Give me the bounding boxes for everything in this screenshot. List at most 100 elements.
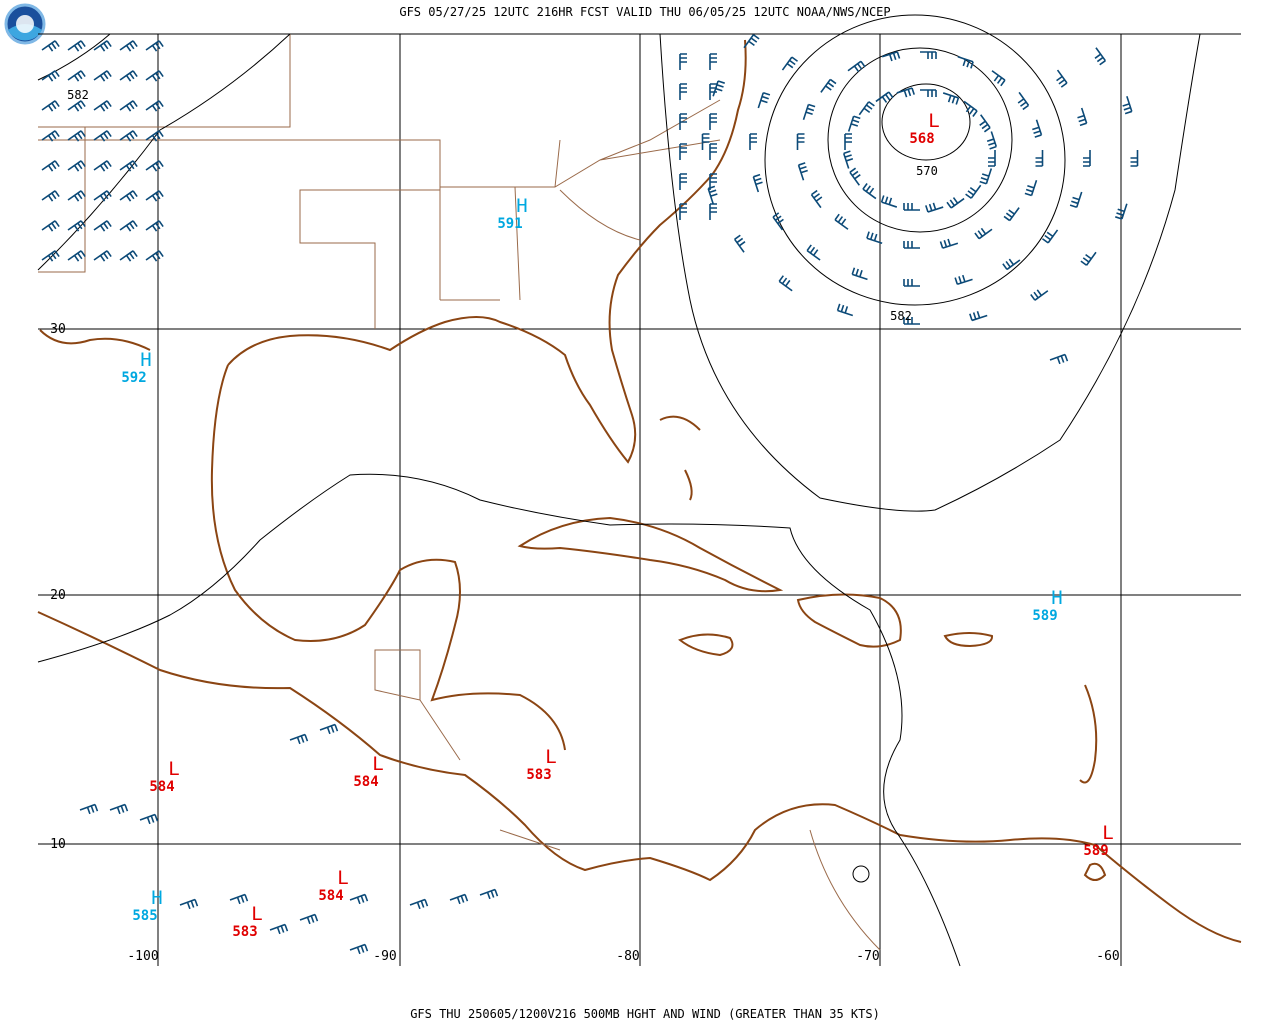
wind-barb	[145, 160, 164, 172]
center-value: 591	[497, 216, 522, 232]
wind-barb	[903, 317, 920, 325]
center-symbol: L	[928, 110, 939, 132]
wind-barb	[844, 133, 852, 150]
wind-barb	[1115, 203, 1128, 220]
longitude-label: -100	[127, 949, 158, 964]
wind-barb	[289, 733, 309, 745]
center-symbol: L	[168, 758, 179, 780]
wind-barb	[988, 150, 996, 167]
wind-barb	[479, 888, 499, 900]
wind-barb	[1003, 207, 1020, 222]
wind-barb	[1083, 150, 1091, 167]
wind-barb	[299, 913, 319, 925]
wind-barb	[1024, 180, 1038, 197]
wind-barb	[881, 51, 901, 62]
contour-label: 582	[890, 309, 912, 323]
latitude-label: 30	[50, 322, 66, 337]
map-footer: GFS THU 250605/1200V216 500MB HGHT AND W…	[410, 1007, 880, 1021]
wind-barb	[679, 203, 687, 220]
center-value: 568	[909, 131, 934, 147]
wind-barb	[1094, 47, 1107, 66]
labels: -100 -90 -80 -70 -60302010H591H592L568H589L5…	[50, 88, 1120, 964]
wind-barb	[679, 143, 687, 160]
wind-barb	[701, 133, 710, 150]
wind-barb	[834, 213, 849, 230]
wind-barb	[709, 143, 717, 160]
wind-barb	[778, 275, 793, 292]
wind-barb	[709, 113, 717, 130]
center-symbol: H	[140, 349, 151, 371]
wind-barb	[349, 943, 369, 955]
wind-barb	[1030, 289, 1049, 301]
grid	[38, 33, 1241, 966]
center-value: 592	[121, 370, 146, 386]
wind-barb	[875, 91, 894, 103]
wind-barb	[41, 220, 60, 232]
wind-barb	[979, 168, 993, 185]
wind-barb	[93, 160, 112, 172]
wind-barb	[349, 893, 369, 905]
wind-barb	[41, 160, 60, 172]
wind-barb	[41, 190, 60, 202]
wind-barb	[709, 173, 717, 190]
wind-barb	[93, 220, 112, 232]
wind-barb	[866, 231, 883, 244]
wind-barb	[749, 133, 757, 150]
center-symbol: H	[151, 887, 162, 909]
wind-barb	[797, 162, 808, 181]
wind-barb	[1069, 191, 1083, 209]
center-value: 589	[1032, 608, 1057, 624]
wind-barb	[847, 60, 866, 73]
center-value: 583	[232, 924, 257, 940]
wind-barb	[93, 190, 112, 202]
wind-barb	[752, 173, 763, 193]
center-symbol: H	[516, 195, 527, 217]
wind-barb	[269, 923, 289, 935]
wind-barb	[139, 813, 159, 825]
wind-barb	[903, 241, 920, 249]
wind-barb	[743, 34, 760, 49]
wind-barb	[1122, 95, 1133, 115]
wind-barb	[179, 898, 199, 910]
longitude-label: -70	[856, 949, 879, 964]
latitude-label: 20	[50, 588, 66, 603]
wind-barb	[969, 311, 988, 322]
center-value: 584	[318, 888, 343, 904]
wind-barb	[772, 212, 784, 231]
wind-barb	[679, 83, 687, 100]
center-symbol: L	[545, 746, 556, 768]
wind-barb	[679, 113, 687, 130]
center-symbol: L	[1102, 822, 1113, 844]
wind-barb	[896, 87, 915, 98]
wind-barb	[974, 227, 993, 240]
wind-barb	[903, 203, 920, 211]
wind-barb	[41, 250, 60, 262]
wind-barb	[1041, 229, 1059, 244]
longitude-label: -90	[373, 949, 396, 964]
wind-barb	[954, 274, 973, 286]
wind-barb	[1080, 251, 1097, 266]
wind-barb	[942, 92, 960, 105]
wind-barb	[229, 893, 249, 905]
wind-barb	[145, 130, 164, 142]
wind-barb	[1077, 107, 1088, 127]
wind-barb	[880, 195, 898, 208]
wind-barb	[709, 83, 717, 100]
wind-barb	[757, 91, 771, 109]
wind-barb	[79, 803, 99, 815]
wind-barb	[1056, 69, 1068, 88]
wind-barb	[810, 189, 823, 209]
center-value: 589	[1083, 843, 1108, 859]
wind-barb	[67, 220, 86, 232]
noaa-logo	[4, 3, 46, 45]
wind-barb	[1002, 258, 1021, 271]
center-symbol: H	[1051, 587, 1062, 609]
wind-barb	[67, 100, 86, 112]
wind-barb	[836, 303, 854, 317]
wind-barb	[925, 202, 944, 213]
wind-barb	[41, 130, 60, 142]
wind-barb	[946, 197, 965, 209]
wind-barb	[991, 70, 1006, 87]
wind-barb	[1032, 119, 1043, 138]
